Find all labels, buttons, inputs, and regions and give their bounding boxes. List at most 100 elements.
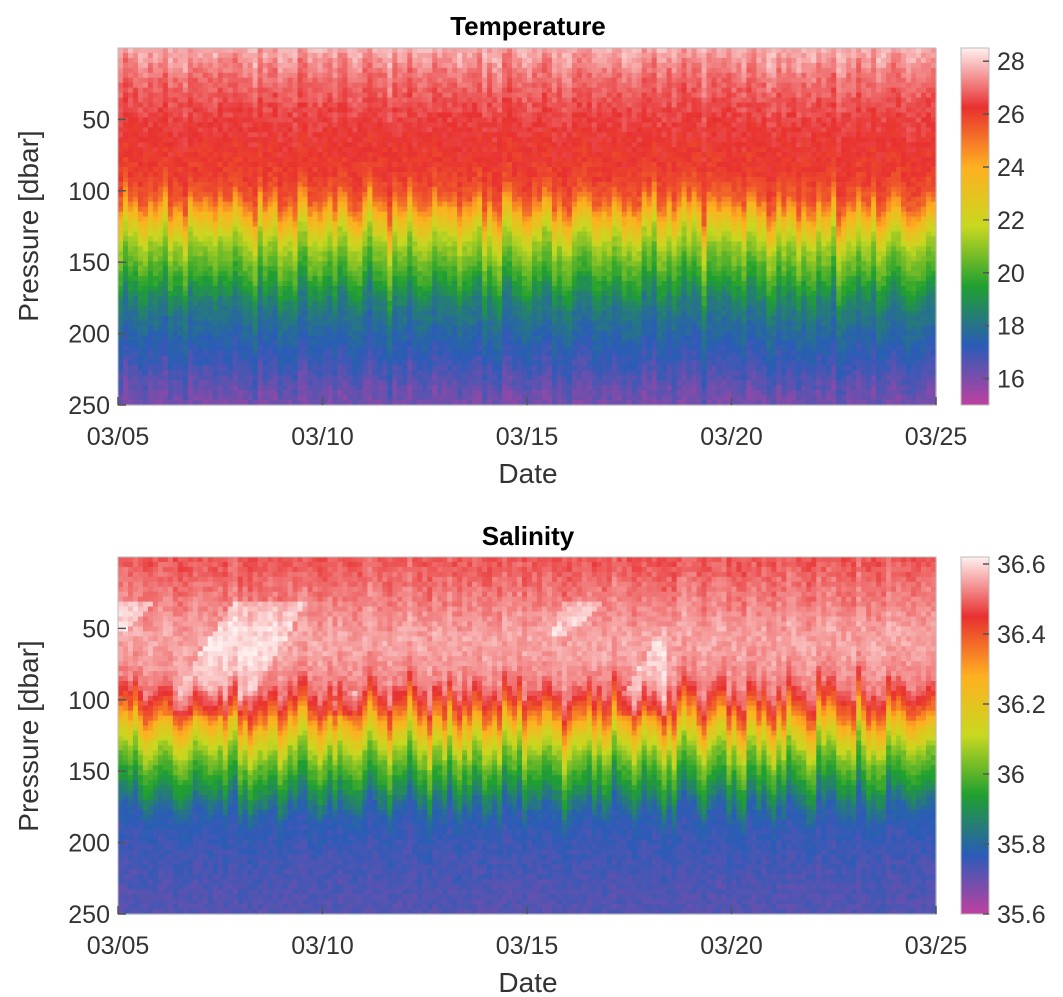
heatmap-cell [202,375,209,381]
heatmap-cell [357,122,363,128]
heatmap-cell [362,261,368,267]
heatmap-cell [397,355,403,361]
heatmap-cell [242,335,249,342]
heatmap-cell [277,206,284,213]
heatmap-cell [382,355,388,361]
heatmap-cell [382,67,388,74]
heatmap-cell [202,196,209,203]
heatmap-cell [402,142,408,148]
heatmap-cell [337,251,344,257]
heatmap-cell [247,102,254,109]
heatmap-cell [267,137,274,143]
heatmap-cell [237,186,244,193]
heatmap-cell [257,112,264,119]
heatmap-cell [342,82,349,89]
heatmap-cell [232,167,239,173]
heatmap-cell [452,77,458,84]
heatmap-cell [157,276,164,282]
heatmap-cell [202,290,209,297]
heatmap-cell [177,375,184,381]
heatmap-cell [167,117,174,123]
heatmap-cell [322,320,329,327]
heatmap-cell [212,400,219,406]
heatmap-cell [427,365,433,371]
heatmap-cell [247,87,254,94]
heatmap-cell [217,400,224,406]
heatmap-cell [307,127,314,133]
heatmap-cell [332,256,339,262]
heatmap-cell [262,87,269,94]
heatmap-cell [322,117,329,123]
heatmap-cell [182,380,189,386]
heatmap-cell [402,281,408,287]
heatmap-cell [442,107,448,114]
heatmap-cell [292,122,299,128]
heatmap-cell [437,400,443,406]
heatmap-cell [362,77,368,84]
heatmap-cell [152,231,159,238]
heatmap-cell [152,186,159,193]
heatmap-cell [442,181,448,188]
heatmap-cell [447,186,453,193]
heatmap-cell [462,132,468,138]
heatmap-cell [432,310,438,317]
heatmap-cell [122,266,129,272]
heatmap-cell [152,211,159,218]
heatmap-cell [397,107,403,114]
heatmap-cell [262,325,269,332]
heatmap-cell [307,186,314,193]
heatmap-cell [322,107,329,114]
heatmap-cell [342,365,349,371]
heatmap-cell [382,400,388,406]
heatmap-cell [297,266,304,272]
heatmap-cell [327,82,334,89]
heatmap-cell [237,221,244,228]
heatmap-cell [377,157,383,163]
heatmap-cell [307,206,314,213]
heatmap-cell [397,325,403,332]
heatmap-cell [372,97,378,104]
heatmap-cell [137,186,144,193]
heatmap-cell [237,117,244,123]
heatmap-cell [187,102,194,109]
heatmap-cell [462,152,468,158]
heatmap-cell [267,241,274,247]
heatmap-cell [392,375,398,381]
heatmap-cell [222,266,229,272]
heatmap-cell [222,92,229,99]
heatmap-cell [327,360,334,366]
heatmap-cell [357,385,363,391]
heatmap-cell [282,281,289,287]
heatmap-cell [317,246,324,252]
heatmap-cell [457,330,463,337]
heatmap-cell [337,52,344,59]
heatmap-cell [382,385,388,391]
heatmap-cell [387,345,393,352]
heatmap-cell [137,176,144,183]
heatmap-cell [302,157,309,163]
heatmap-cell [342,340,349,347]
heatmap-cell [127,87,134,94]
heatmap-cell [217,87,224,94]
heatmap-cell [277,300,284,307]
heatmap-cell [437,390,443,396]
heatmap-cell [282,48,289,54]
heatmap-cell [367,196,373,203]
heatmap-cell [362,390,368,396]
heatmap-cell [332,62,339,69]
heatmap-cell [437,82,443,89]
heatmap-cell [127,290,134,297]
heatmap-cell [427,211,433,218]
heatmap-cell [367,102,373,109]
heatmap-cell [272,320,279,327]
heatmap-cell [177,266,184,272]
heatmap-cell [212,127,219,133]
heatmap-cell [118,266,124,272]
heatmap-cell [142,176,149,183]
heatmap-cell [372,186,378,193]
heatmap-cell [217,290,224,297]
heatmap-cell [387,127,393,133]
heatmap-cell [202,251,209,257]
heatmap-cell [262,82,269,89]
heatmap-cell [322,167,329,173]
